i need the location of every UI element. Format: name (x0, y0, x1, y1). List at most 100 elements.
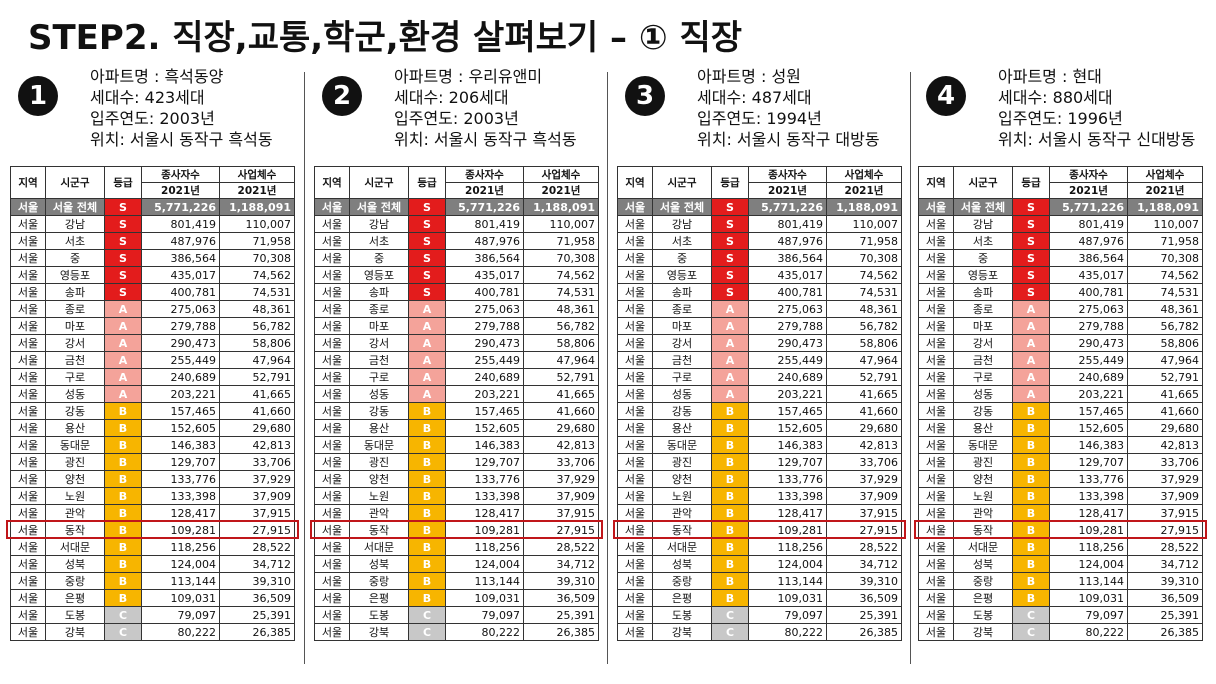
table-row: 서울 마포 A 279,788 56,782 (617, 317, 902, 335)
cell-district: 중랑 (349, 572, 409, 590)
cell-district: 강남 (45, 215, 105, 233)
panel-number-badge: 3 (625, 76, 665, 116)
table-row: 서울 서초 S 487,976 71,958 (10, 232, 295, 250)
cell-district: 송파 (349, 283, 409, 301)
col-header-year: 2021년 (141, 182, 220, 199)
grade-badge: C (104, 623, 142, 641)
grade-badge: C (1012, 606, 1050, 624)
cell-businesses: 70,308 (1127, 249, 1203, 267)
grade-badge: S (104, 283, 142, 301)
cell-businesses: 41,660 (523, 402, 599, 420)
table-row: 서울 은평 B 109,031 36,509 (918, 589, 1203, 607)
table-row: 서울 강북 C 80,222 26,385 (10, 623, 295, 641)
cell-businesses: 48,361 (523, 300, 599, 318)
page-title: STEP2. 직장,교통,학군,환경 살펴보기 – ① 직장 (28, 18, 743, 58)
grade-badge: S (1012, 266, 1050, 284)
grade-badge: B (1012, 521, 1050, 539)
grade-badge: S (408, 215, 446, 233)
col-header-businesses: 사업체수 (1127, 166, 1203, 183)
grade-badge: S (1012, 215, 1050, 233)
cell-region: 서울 (314, 606, 350, 624)
cell-employees: 109,281 (445, 521, 524, 539)
table-row: 서울 관악 B 128,417 37,915 (10, 504, 295, 522)
cell-region: 서울 (10, 249, 46, 267)
cell-employees: 133,398 (748, 487, 827, 505)
table-row: 서울 송파 S 400,781 74,531 (617, 283, 902, 301)
cell-businesses: 27,915 (1127, 521, 1203, 539)
cell-region: 서울 (918, 334, 954, 352)
table-row: 서울 서초 S 487,976 71,958 (918, 232, 1203, 250)
cell-district: 양천 (45, 470, 105, 488)
cell-region: 서울 (617, 470, 653, 488)
cell-employees: 203,221 (1049, 385, 1128, 403)
cell-employees: 113,144 (1049, 572, 1128, 590)
cell-region: 서울 (918, 283, 954, 301)
cell-region: 서울 (314, 589, 350, 607)
table-row: 서울 강북 C 80,222 26,385 (918, 623, 1203, 641)
cell-district: 마포 (45, 317, 105, 335)
cell-businesses: 71,958 (826, 232, 902, 250)
table-row: 서울 은평 B 109,031 36,509 (617, 589, 902, 607)
table-row: 서울 서대문 B 118,256 28,522 (10, 538, 295, 556)
col-header-businesses: 사업체수 (826, 166, 902, 183)
cell-district: 강남 (953, 215, 1013, 233)
table-row: 서울 노원 B 133,398 37,909 (918, 487, 1203, 505)
cell-region: 서울 (918, 623, 954, 641)
table-row: 서울 동작 B 109,281 27,915 (918, 521, 1203, 539)
cell-businesses: 56,782 (1127, 317, 1203, 335)
cell-employees: 79,097 (141, 606, 220, 624)
table-row: 서울 중랑 B 113,144 39,310 (617, 572, 902, 590)
cell-businesses: 34,712 (523, 555, 599, 573)
cell-district: 용산 (349, 419, 409, 437)
table-row: 서울 송파 S 400,781 74,531 (10, 283, 295, 301)
cell-region: 서울 (10, 317, 46, 335)
cell-employees: 255,449 (445, 351, 524, 369)
table-row: 서울 중 S 386,564 70,308 (617, 249, 902, 267)
cell-region: 서울 (10, 266, 46, 284)
table-row: 서울 마포 A 279,788 56,782 (10, 317, 295, 335)
grade-badge: B (104, 419, 142, 437)
table-row: 서울 동대문 B 146,383 42,813 (918, 436, 1203, 454)
cell-region: 서울 (314, 317, 350, 335)
grade-badge: A (1012, 300, 1050, 318)
cell-businesses: 1,188,091 (219, 198, 295, 216)
table-row: 서울 중 S 386,564 70,308 (10, 249, 295, 267)
table-row: 서울 중랑 B 113,144 39,310 (314, 572, 599, 590)
cell-employees: 203,221 (748, 385, 827, 403)
cell-region: 서울 (10, 453, 46, 471)
cell-employees: 801,419 (445, 215, 524, 233)
cell-region: 서울 (617, 249, 653, 267)
cell-employees: 157,465 (445, 402, 524, 420)
cell-businesses: 52,791 (1127, 368, 1203, 386)
table-row: 서울 관악 B 128,417 37,915 (918, 504, 1203, 522)
cell-businesses: 29,680 (1127, 419, 1203, 437)
cell-businesses: 37,929 (523, 470, 599, 488)
grade-badge: B (1012, 419, 1050, 437)
col-header-year: 2021년 (523, 182, 599, 199)
cell-district: 강북 (953, 623, 1013, 641)
table-row: 서울 마포 A 279,788 56,782 (314, 317, 599, 335)
cell-businesses: 74,562 (1127, 266, 1203, 284)
cell-region: 서울 (10, 300, 46, 318)
table-row: 서울 금천 A 255,449 47,964 (617, 351, 902, 369)
table-row: 서울 광진 B 129,707 33,706 (918, 453, 1203, 471)
jobs-table: 지역 시군구 등급 종사자수 사업체수 2021년 2021년 서울 서울 전체 S 5,771,2… (617, 166, 902, 641)
cell-region: 서울 (10, 419, 46, 437)
cell-region: 서울 (10, 351, 46, 369)
cell-region: 서울 (617, 504, 653, 522)
cell-district: 관악 (652, 504, 712, 522)
cell-employees: 118,256 (1049, 538, 1128, 556)
table-row: 서울 성동 A 203,221 41,665 (918, 385, 1203, 403)
grade-badge: S (711, 283, 749, 301)
cell-region: 서울 (10, 538, 46, 556)
grade-badge: C (711, 623, 749, 641)
cell-district: 중랑 (652, 572, 712, 590)
cell-businesses: 37,929 (1127, 470, 1203, 488)
col-header-grade: 등급 (1012, 166, 1050, 199)
cell-region: 서울 (314, 470, 350, 488)
grade-badge: S (1012, 283, 1050, 301)
grade-badge: S (408, 266, 446, 284)
grade-badge: B (408, 504, 446, 522)
table-row: 서울 성북 B 124,004 34,712 (10, 555, 295, 573)
cell-district: 노원 (953, 487, 1013, 505)
